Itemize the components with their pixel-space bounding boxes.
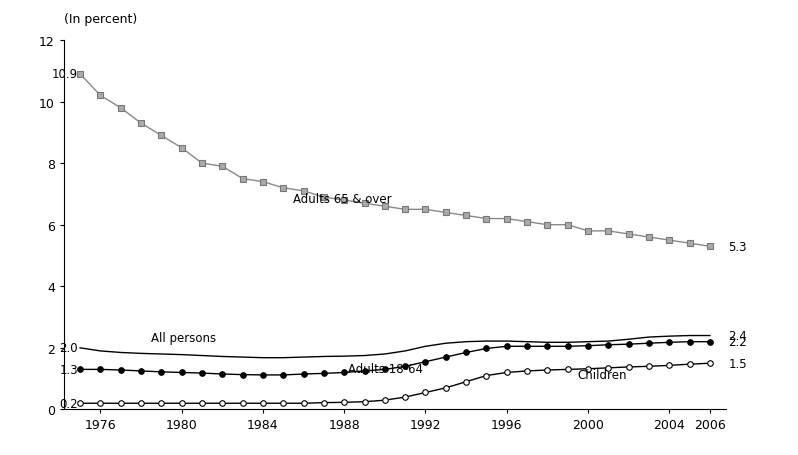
Text: 0.2: 0.2 (59, 397, 78, 410)
Text: Adults 18-64: Adults 18-64 (348, 363, 423, 375)
Text: Children: Children (578, 368, 627, 381)
Text: 1.3: 1.3 (59, 363, 78, 376)
Text: 5.3: 5.3 (729, 240, 747, 253)
Text: All persons: All persons (151, 332, 216, 345)
Text: 2.4: 2.4 (729, 329, 747, 342)
Text: 2.0: 2.0 (59, 342, 78, 354)
Text: 2.2: 2.2 (729, 335, 747, 349)
Text: 1.5: 1.5 (729, 357, 747, 370)
Text: Adults 65 & over: Adults 65 & over (294, 192, 392, 206)
Text: (In percent): (In percent) (64, 13, 137, 26)
Text: 10.9: 10.9 (52, 68, 78, 81)
